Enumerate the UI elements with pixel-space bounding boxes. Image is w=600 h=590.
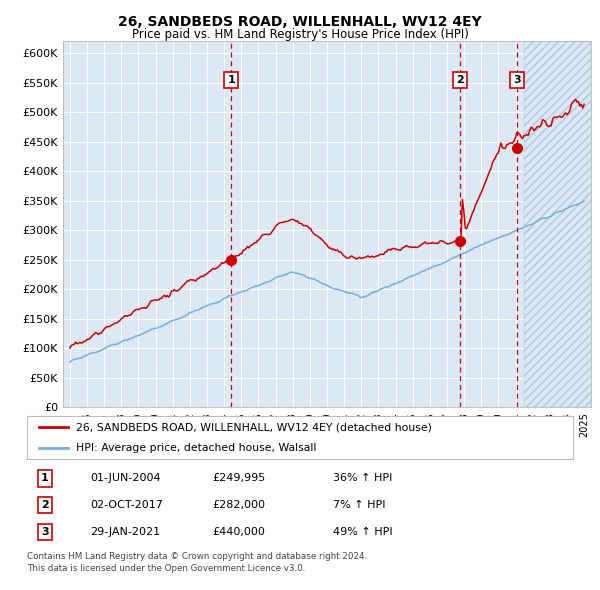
Text: 3: 3 — [41, 527, 49, 537]
Text: 26, SANDBEDS ROAD, WILLENHALL, WV12 4EY: 26, SANDBEDS ROAD, WILLENHALL, WV12 4EY — [118, 15, 482, 30]
Text: 2: 2 — [456, 75, 464, 85]
Text: 01-JUN-2004: 01-JUN-2004 — [90, 473, 160, 483]
Text: 29-JAN-2021: 29-JAN-2021 — [90, 527, 160, 537]
Text: Contains HM Land Registry data © Crown copyright and database right 2024.: Contains HM Land Registry data © Crown c… — [27, 552, 367, 561]
Text: HPI: Average price, detached house, Walsall: HPI: Average price, detached house, Wals… — [76, 443, 317, 453]
Bar — [524, 41, 591, 407]
Text: 1: 1 — [227, 75, 235, 85]
Text: 2: 2 — [41, 500, 49, 510]
Text: 36% ↑ HPI: 36% ↑ HPI — [333, 473, 392, 483]
Text: 02-OCT-2017: 02-OCT-2017 — [90, 500, 163, 510]
Text: £282,000: £282,000 — [212, 500, 266, 510]
Text: 7% ↑ HPI: 7% ↑ HPI — [333, 500, 385, 510]
Text: 1: 1 — [41, 473, 49, 483]
Text: 49% ↑ HPI: 49% ↑ HPI — [333, 527, 392, 537]
Text: £440,000: £440,000 — [212, 527, 266, 537]
Text: £249,995: £249,995 — [212, 473, 266, 483]
Text: Price paid vs. HM Land Registry's House Price Index (HPI): Price paid vs. HM Land Registry's House … — [131, 28, 469, 41]
Text: 26, SANDBEDS ROAD, WILLENHALL, WV12 4EY (detached house): 26, SANDBEDS ROAD, WILLENHALL, WV12 4EY … — [76, 422, 432, 432]
Text: 3: 3 — [513, 75, 521, 85]
Text: This data is licensed under the Open Government Licence v3.0.: This data is licensed under the Open Gov… — [27, 564, 305, 573]
